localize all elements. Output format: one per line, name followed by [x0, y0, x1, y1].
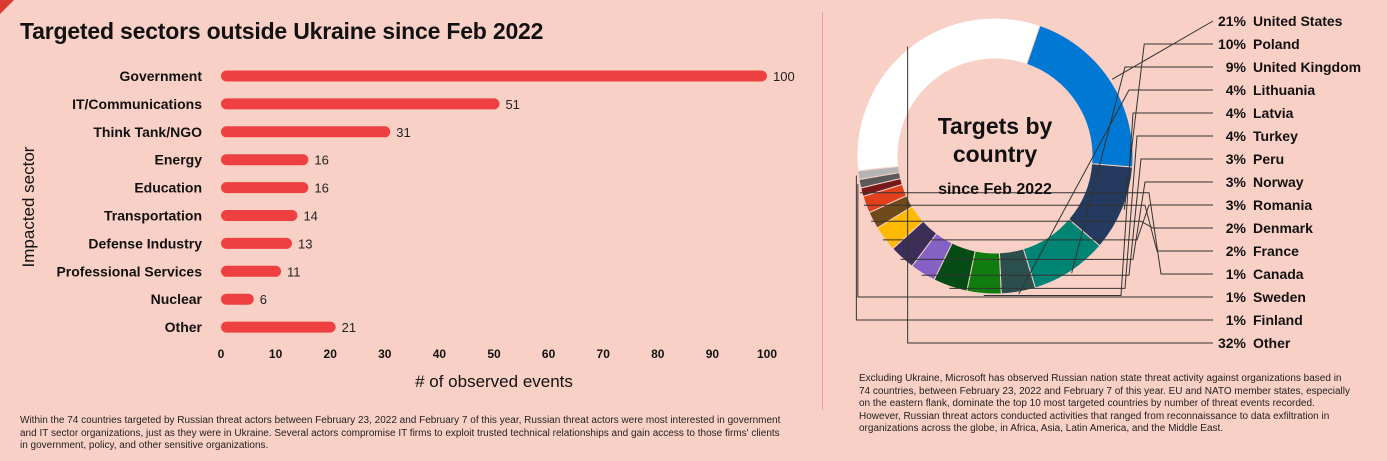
leader-line [900, 181, 1213, 260]
donut-title: Targets by country [937, 113, 1053, 167]
bar [221, 70, 767, 82]
x-tick-label: 80 [651, 347, 665, 361]
y-axis-label: Impacted sector [19, 146, 38, 267]
value-label: 51 [505, 97, 519, 112]
bar [221, 265, 282, 277]
country-label: Poland [1253, 36, 1300, 52]
donut-slice [856, 17, 1041, 172]
divider-line [822, 12, 823, 410]
x-tick-label: 10 [269, 347, 283, 361]
bar [221, 98, 500, 110]
country-label: United Kingdom [1253, 59, 1361, 75]
country-label: Canada [1253, 266, 1304, 282]
country-percent: 2% [1226, 243, 1247, 259]
bar [221, 293, 254, 305]
right-caption: Excluding Ukraine, Microsoft has observe… [859, 373, 1350, 434]
country-percent: 3% [1226, 174, 1247, 190]
value-label: 16 [314, 181, 328, 196]
category-label: Energy [155, 152, 203, 168]
country-percent: 4% [1226, 105, 1247, 121]
category-label: IT/Communications [72, 96, 202, 112]
country-label: Turkey [1253, 128, 1298, 144]
category-label: Defense Industry [88, 235, 202, 251]
x-axis-label: # of observed events [415, 372, 573, 391]
leader-line [871, 220, 1213, 229]
leader-line [855, 175, 1213, 321]
country-label: Norway [1253, 174, 1304, 190]
country-percent: 21% [1218, 13, 1247, 29]
leader-line [857, 184, 1213, 298]
bar [221, 210, 298, 221]
corner-accent [0, 0, 14, 14]
x-tick-label: 50 [487, 347, 501, 361]
bar [221, 182, 309, 194]
x-tick-label: 70 [597, 347, 611, 361]
bar [221, 237, 292, 249]
country-label: Latvia [1253, 105, 1294, 121]
leader-line [863, 204, 1213, 252]
country-percent: 1% [1226, 312, 1247, 328]
value-label: 100 [773, 69, 795, 84]
country-percent: 4% [1226, 128, 1247, 144]
leader-line [859, 192, 1213, 275]
bar [221, 126, 391, 138]
country-percent: 1% [1226, 289, 1247, 305]
x-tick-label: 40 [433, 347, 447, 361]
category-label: Nuclear [151, 291, 203, 307]
leader-line [983, 112, 1213, 297]
leader-line [1071, 66, 1213, 274]
country-label: Sweden [1253, 289, 1306, 305]
country-percent: 32% [1218, 335, 1247, 351]
country-label: Romania [1253, 197, 1312, 213]
category-label: Other [165, 319, 203, 335]
value-label: 16 [314, 153, 328, 168]
country-percent: 4% [1226, 82, 1247, 98]
leader-line [1018, 89, 1213, 295]
country-label: United States [1253, 13, 1343, 29]
country-label: Finland [1253, 312, 1303, 328]
donut-subtitle: since Feb 2022 [938, 181, 1052, 198]
value-label: 31 [396, 125, 410, 140]
country-percent: 1% [1226, 266, 1247, 282]
country-percent: 9% [1226, 59, 1247, 75]
country-label: Other [1253, 335, 1291, 351]
x-tick-label: 0 [218, 347, 225, 361]
leader-line [949, 135, 1213, 289]
x-tick-label: 30 [378, 347, 392, 361]
leader-line [907, 46, 1213, 344]
value-label: 14 [303, 209, 317, 224]
country-label: Denmark [1253, 220, 1313, 236]
category-label: Think Tank/NGO [93, 124, 202, 140]
category-label: Transportation [104, 208, 202, 224]
left-caption: Within the 74 countries targeted by Russ… [20, 415, 781, 451]
value-label: 11 [287, 264, 301, 279]
category-label: Education [134, 180, 202, 196]
country-percent: 3% [1226, 197, 1247, 213]
category-label: Government [120, 68, 203, 84]
country-percent: 3% [1226, 151, 1247, 167]
x-tick-label: 20 [324, 347, 338, 361]
bar [221, 321, 336, 333]
category-label: Professional Services [56, 263, 202, 279]
country-label: Lithuania [1253, 82, 1315, 98]
x-tick-label: 60 [542, 347, 556, 361]
value-label: 13 [298, 236, 312, 251]
bar [221, 154, 309, 166]
x-tick-label: 100 [757, 347, 777, 361]
value-label: 6 [260, 292, 267, 307]
leader-line [1111, 20, 1214, 80]
leader-line [1123, 43, 1213, 210]
country-percent: 2% [1226, 220, 1247, 236]
value-label: 21 [342, 320, 356, 335]
leader-line [921, 158, 1213, 276]
chart-title: Targeted sectors outside Ukraine since F… [20, 18, 544, 44]
country-label: Peru [1253, 151, 1284, 167]
country-percent: 10% [1218, 36, 1247, 52]
country-label: France [1253, 243, 1299, 259]
x-tick-label: 90 [706, 347, 720, 361]
